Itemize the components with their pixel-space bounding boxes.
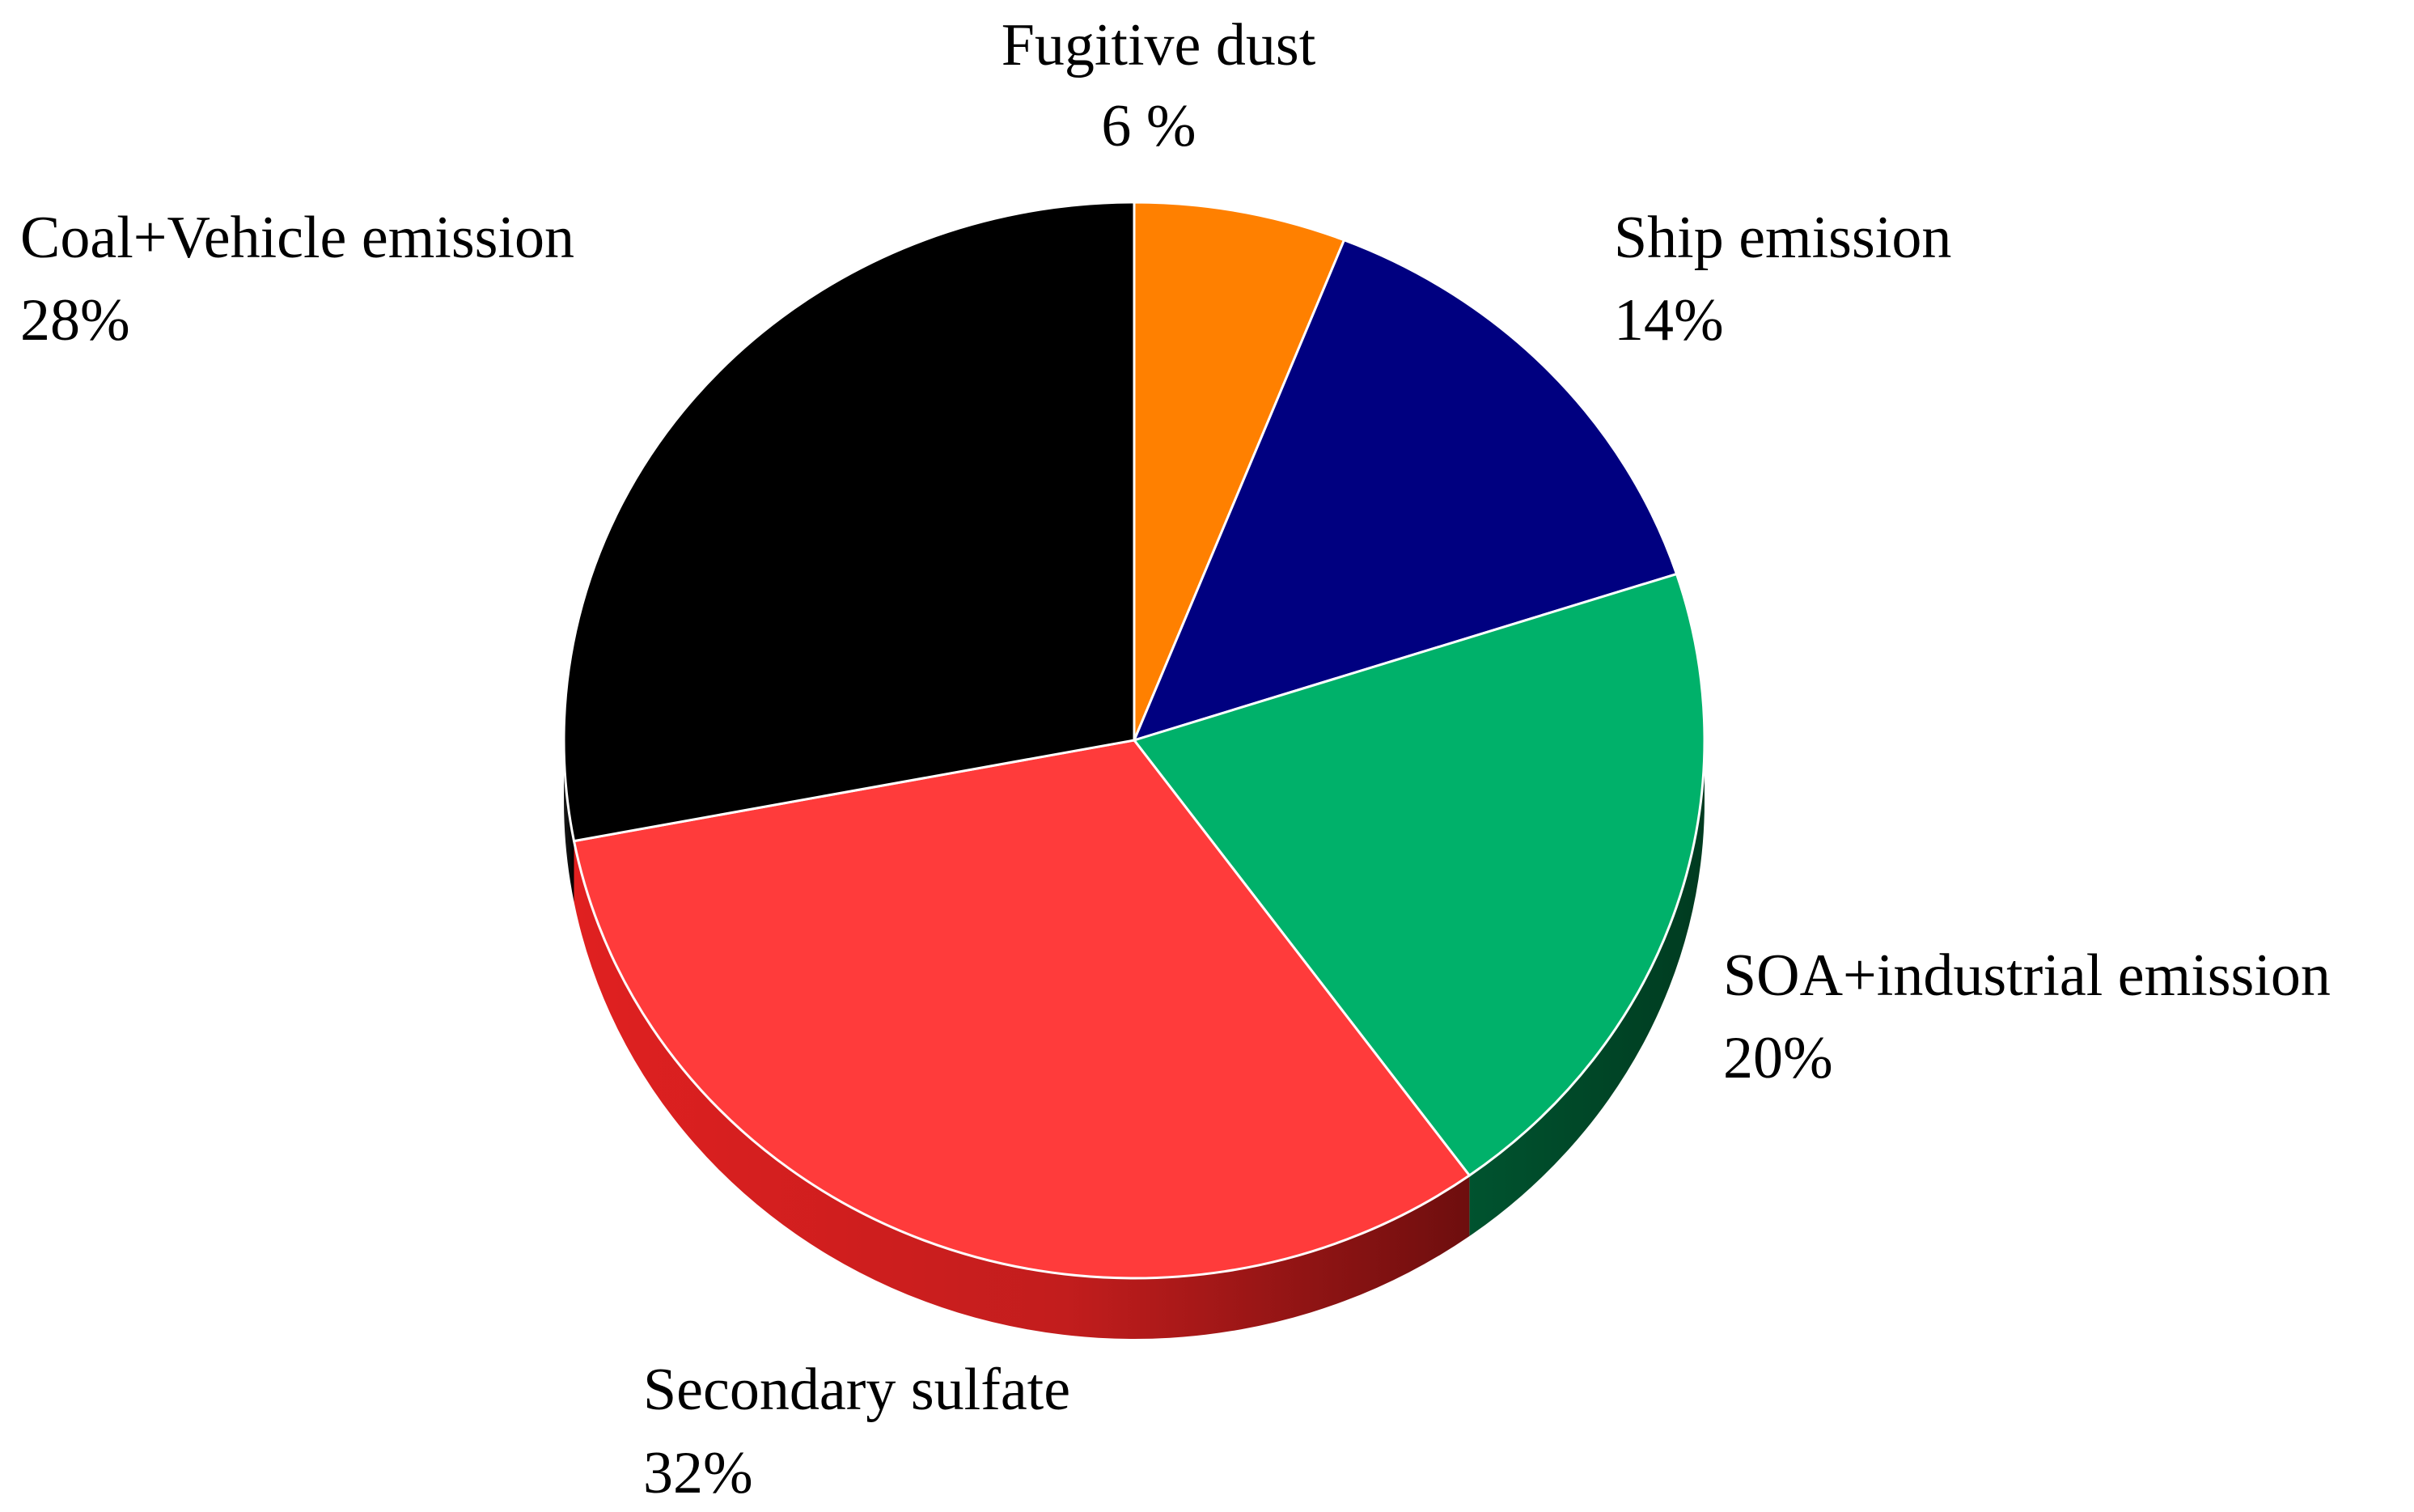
- slice-value-secondary-sulfate: 32%: [643, 1440, 753, 1506]
- pie-slices: [562, 201, 1706, 1280]
- slice-value-fugitive-dust: 6 %: [1101, 93, 1196, 159]
- pie-sides: [564, 740, 1705, 1339]
- slice-fugitive-dust: [1133, 201, 1346, 742]
- slice-secondary-sulfate: [572, 739, 1471, 1280]
- slice-label-secondary-sulfate: Secondary sulfate: [643, 1357, 1070, 1423]
- slice-label-soa-industrial-emission: SOA+industrial emission: [1723, 942, 2331, 1009]
- slice-coal-vehicle-emission: [562, 201, 1136, 843]
- slice-soa-industrial-emission: [1133, 573, 1706, 1177]
- slice-label-fugitive-dust: Fugitive dust: [1002, 12, 1316, 78]
- slice-side-coal-vehicle-emission: [564, 740, 574, 902]
- pie-labels: Fugitive dust 6 % Ship emission 14% SOA+…: [20, 12, 2331, 1506]
- slice-side-soa-industrial-emission: [1469, 740, 1705, 1236]
- slice-value-soa-industrial-emission: 20%: [1723, 1025, 1833, 1091]
- slice-value-coal-vehicle-emission: 28%: [20, 287, 130, 354]
- slice-label-ship-emission: Ship emission: [1614, 205, 1951, 271]
- slice-value-ship-emission: 14%: [1614, 287, 1724, 354]
- slice-label-coal-vehicle-emission: Coal+Vehicle emission: [20, 205, 574, 271]
- slice-side-secondary-sulfate: [574, 841, 1470, 1339]
